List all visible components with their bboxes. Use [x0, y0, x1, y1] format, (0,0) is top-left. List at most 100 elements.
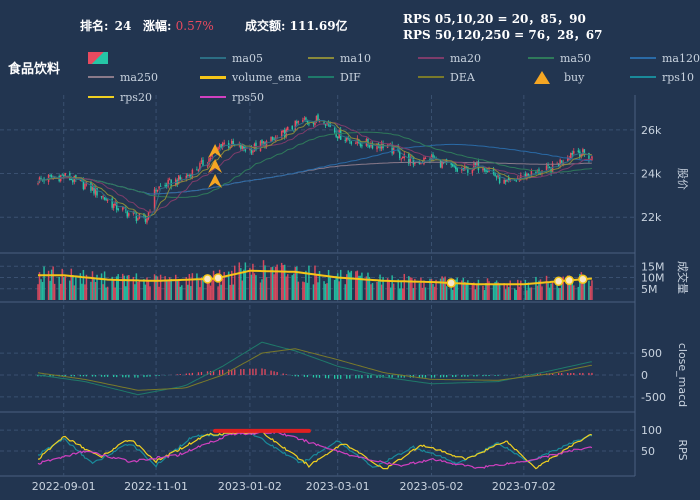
volume-bar	[303, 282, 306, 300]
volume-bar	[329, 277, 331, 300]
volume-bar	[327, 269, 330, 300]
candle-body	[218, 145, 221, 147]
volume-bar	[424, 287, 427, 300]
candle-body	[106, 199, 109, 201]
candle-body	[164, 185, 166, 187]
candle-body	[402, 156, 404, 158]
volume-bar	[589, 286, 592, 300]
volume-bar	[96, 274, 98, 300]
legend-item-kline[interactable]	[88, 51, 114, 65]
volume-bar	[566, 275, 569, 300]
volume-bar	[339, 269, 342, 300]
legend-label-ma20: ma20	[450, 51, 481, 65]
candle-body	[270, 136, 272, 142]
candle-body	[439, 159, 442, 168]
turnover-value: 111.69亿	[289, 19, 348, 33]
rank-label-text: 排名:	[80, 19, 109, 33]
ma50-line	[37, 131, 592, 199]
candle-body	[350, 141, 353, 144]
change-label-text: 涨幅:	[143, 19, 172, 33]
candle-body	[379, 145, 381, 149]
legend-item-rps20[interactable]: rps20	[88, 90, 152, 104]
legend-item-rps50[interactable]: rps50	[200, 90, 264, 104]
volume-bar	[577, 286, 580, 300]
volume-bar	[323, 281, 325, 300]
volume-bar	[82, 269, 85, 300]
volume-signal-dot	[578, 274, 588, 285]
volume-bar	[347, 270, 350, 300]
candle-body	[577, 150, 580, 153]
volume-bar	[335, 276, 337, 300]
legend-item-buy[interactable]: buy	[528, 70, 584, 84]
volume-bar	[105, 287, 107, 300]
ma20-line	[37, 122, 593, 213]
candle-body	[485, 170, 487, 172]
legend-item-volume_ema[interactable]: volume_ema	[200, 70, 301, 84]
volume-bar	[293, 273, 295, 300]
volume-bar	[541, 286, 543, 300]
volume-bar	[392, 283, 395, 300]
volume-bar	[49, 280, 51, 300]
candle-body	[432, 154, 434, 159]
volume-bar	[503, 283, 505, 300]
legend-item-ma20[interactable]: ma20	[418, 51, 481, 65]
volume-bar	[435, 279, 437, 300]
legend-item-rps10[interactable]: rps10	[630, 70, 694, 84]
volume-bar	[456, 277, 458, 300]
volume-bar	[529, 287, 531, 300]
volume-bar	[444, 276, 446, 300]
volume-bar	[85, 274, 88, 300]
candle-body	[535, 171, 537, 173]
volume-bar	[188, 273, 191, 300]
volume-bar	[243, 269, 245, 300]
legend-item-ma50[interactable]: ma50	[528, 51, 591, 65]
buy-marker	[208, 159, 223, 173]
volume-bar	[199, 287, 201, 300]
macd-axis-label: close_macd	[676, 343, 689, 407]
volume-bar	[134, 284, 136, 300]
candle-body	[126, 211, 129, 217]
volume-bar	[559, 287, 561, 300]
candle-body	[524, 173, 527, 179]
volume-bar	[117, 274, 119, 300]
volume-bar	[356, 270, 359, 300]
legend-item-ma250[interactable]: ma250	[88, 70, 158, 84]
volume-bar	[200, 277, 203, 300]
volume-bar	[398, 288, 401, 300]
volume-bar	[488, 281, 490, 300]
legend-item-ma05[interactable]: ma05	[200, 51, 263, 65]
volume-bar	[588, 280, 590, 300]
legend-item-DIF[interactable]: DIF	[308, 70, 361, 84]
candle-body	[200, 160, 203, 163]
volume-bar	[306, 282, 309, 300]
volume-bar	[276, 264, 278, 300]
volume-bar	[190, 286, 192, 300]
candle-body	[464, 165, 466, 171]
volume-bar	[197, 280, 200, 300]
date-tick-label: 2023-05-02	[400, 480, 464, 493]
volume-bar	[409, 277, 412, 300]
candle-body	[547, 164, 549, 166]
volume-bar	[37, 284, 39, 300]
candle-body	[206, 164, 209, 167]
legend-item-ma120[interactable]: ma120	[630, 51, 700, 65]
price-tick-label: 24k	[641, 168, 662, 181]
volume-bar	[294, 267, 297, 300]
candle-body	[420, 162, 422, 164]
legend-item-ma10[interactable]: ma10	[308, 51, 371, 65]
candle-body	[243, 145, 245, 149]
volume-bar	[227, 271, 230, 300]
legend-item-DEA[interactable]: DEA	[418, 70, 475, 84]
candle-body	[412, 157, 415, 165]
candle-body	[217, 147, 219, 151]
volume-bar	[250, 274, 253, 300]
volume-bar	[482, 285, 484, 300]
volume-bar	[187, 284, 189, 300]
candle-body	[93, 186, 95, 194]
candle-body	[509, 178, 511, 181]
date-tick-label: 2022-11-01	[124, 480, 188, 493]
volume-bar	[261, 279, 263, 300]
volume-bar	[346, 274, 348, 300]
turnover-label-text: 成交额:	[245, 19, 286, 33]
candle-body	[241, 144, 244, 150]
